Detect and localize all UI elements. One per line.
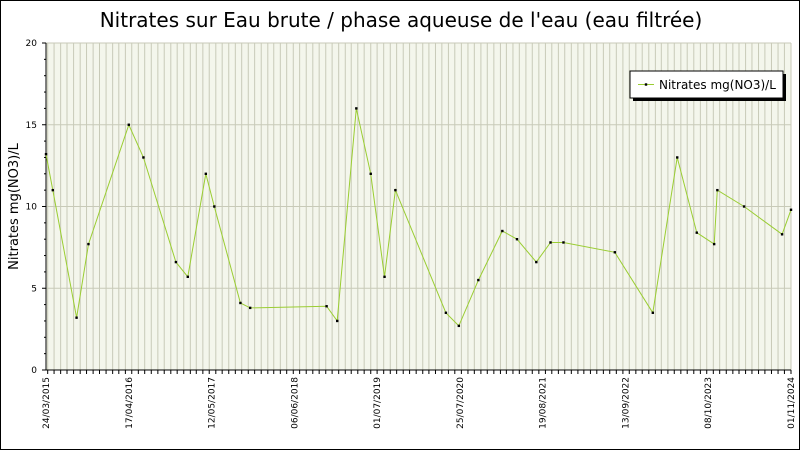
data-point (780, 233, 784, 236)
data-point (562, 241, 565, 244)
data-point (457, 324, 461, 328)
data-point (369, 172, 372, 175)
data-point (613, 251, 617, 254)
legend-box (629, 70, 784, 99)
data-point (789, 208, 793, 211)
data-point (712, 242, 716, 246)
data-point (695, 231, 698, 234)
x-tick-label: 12/05/2017 (208, 377, 218, 429)
data-point (239, 301, 242, 305)
x-tick-label: 08/10/2023 (704, 377, 714, 429)
data-point (444, 311, 448, 314)
data-point (325, 305, 328, 308)
legend-label: Nitrates mg(NO3)/L (659, 78, 776, 92)
x-tick-labels: 24/03/2015 17/04/2016 12/05/2017 06/06/2018… (42, 377, 797, 429)
x-tick-label: 01/11/2024 (787, 377, 797, 429)
y-tick-label: 5 (31, 284, 37, 294)
x-tick-label: 24/03/2015 (42, 377, 52, 429)
data-point (44, 152, 48, 156)
legend-marker (644, 83, 648, 86)
data-point (383, 275, 386, 279)
y-tick-label: 20 (26, 39, 38, 49)
data-point (51, 188, 54, 192)
data-point (515, 238, 519, 241)
data-point (204, 172, 208, 175)
data-point (213, 205, 216, 208)
data-point (142, 156, 145, 159)
y-tick-label: 0 (31, 366, 37, 376)
x-tick-label: 17/04/2016 (125, 377, 135, 429)
data-point (248, 306, 252, 310)
x-tick-label: 19/08/2021 (539, 377, 549, 429)
data-point (336, 319, 339, 323)
data-point (742, 205, 746, 208)
data-point (651, 311, 655, 314)
y-tick-label: 10 (26, 203, 38, 213)
legend: Nitrates mg(NO3)/L (629, 70, 786, 101)
x-tick-label: 25/07/2020 (456, 377, 466, 429)
chart-title: Nitrates sur Eau brute / phase aqueuse d… (100, 8, 703, 32)
y-tick-label: 15 (26, 121, 37, 131)
data-point (535, 260, 538, 264)
data-point (127, 123, 130, 126)
data-point (87, 242, 90, 246)
data-point (394, 188, 397, 192)
data-point (676, 156, 679, 159)
x-tick-label: 06/06/2018 (290, 377, 300, 429)
series-nitrates (44, 107, 793, 328)
data-point (549, 241, 552, 244)
data-point (355, 107, 358, 110)
x-tick-label: 01/07/2019 (373, 377, 383, 429)
axes (42, 42, 792, 374)
data-point (501, 229, 504, 233)
y-tick-labels: 0 5 10 15 20 (26, 39, 38, 376)
data-point (75, 316, 78, 319)
data-point (186, 275, 189, 279)
data-point (716, 188, 719, 192)
y-axis-label: Nitrates mg(NO3)/L (7, 142, 22, 269)
x-tick-label: 13/09/2022 (621, 377, 631, 429)
data-point (477, 278, 480, 282)
data-point (174, 260, 178, 264)
